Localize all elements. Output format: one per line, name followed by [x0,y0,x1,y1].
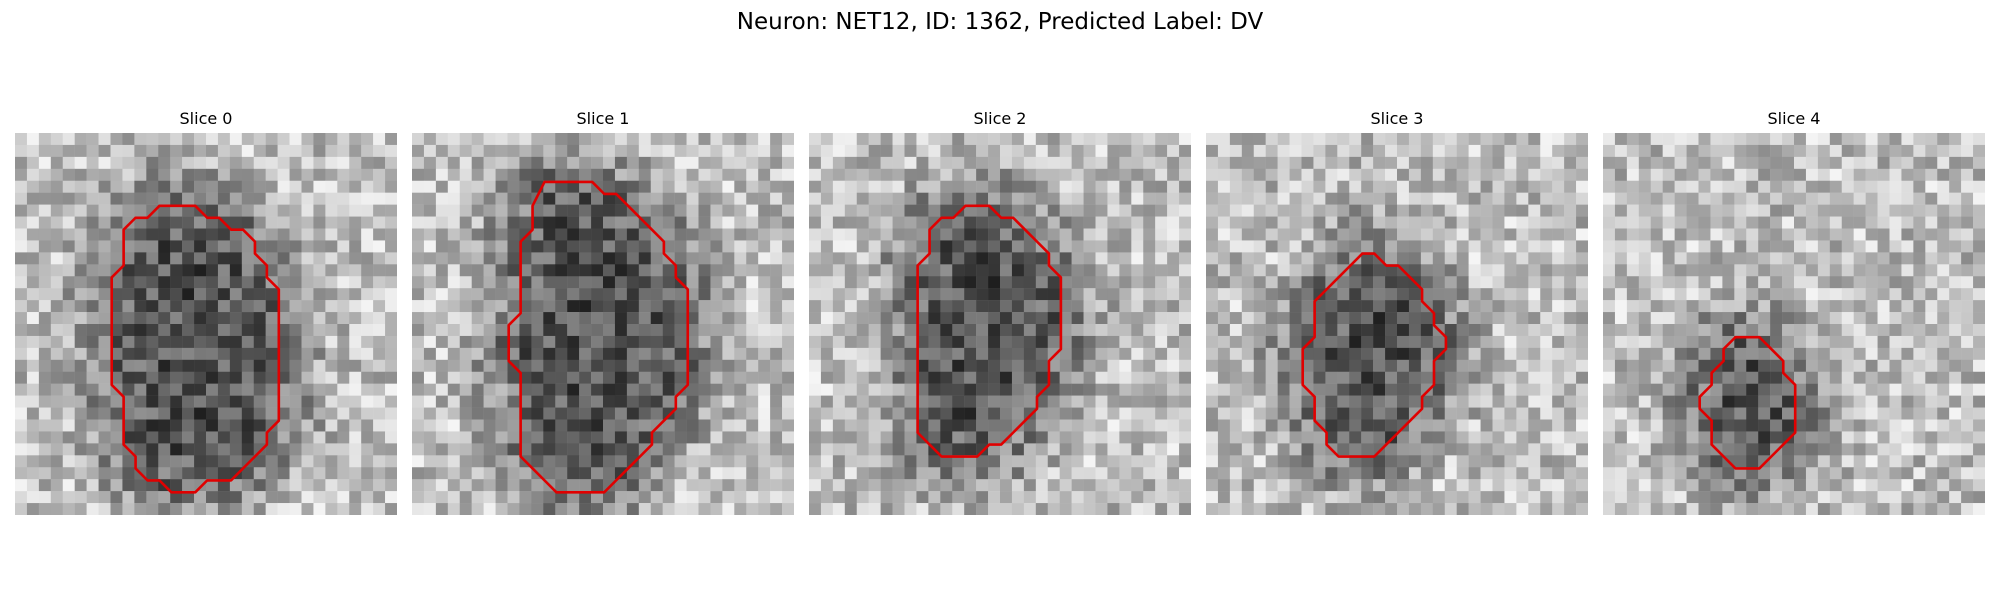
slice-image-2 [809,133,1191,515]
slice-image-3 [1206,133,1588,515]
slice-title-1: Slice 1 [576,109,630,128]
figure-title: Neuron: NET12, ID: 1362, Predicted Label… [736,9,1264,35]
slice-title-2: Slice 2 [973,109,1027,128]
roi-contour [1698,335,1797,470]
slice-image-1 [412,133,794,515]
slice-title-4: Slice 4 [1767,109,1821,128]
slice-panel-2: Slice 2 [809,108,1191,515]
roi-contour [916,204,1063,458]
slice-panel-1: Slice 1 [412,108,794,515]
slice-panel-4: Slice 4 [1603,108,1985,515]
roi-contour [110,204,281,494]
slice-panel-3: Slice 3 [1206,108,1588,515]
slice-image-0 [15,133,397,515]
roi-contour [1301,252,1448,458]
slice-title-3: Slice 3 [1370,109,1424,128]
slice-title-0: Slice 0 [179,109,233,128]
slice-image-4 [1603,133,1985,515]
slice-panel-0: Slice 0 [15,108,397,515]
roi-contour [507,180,690,494]
